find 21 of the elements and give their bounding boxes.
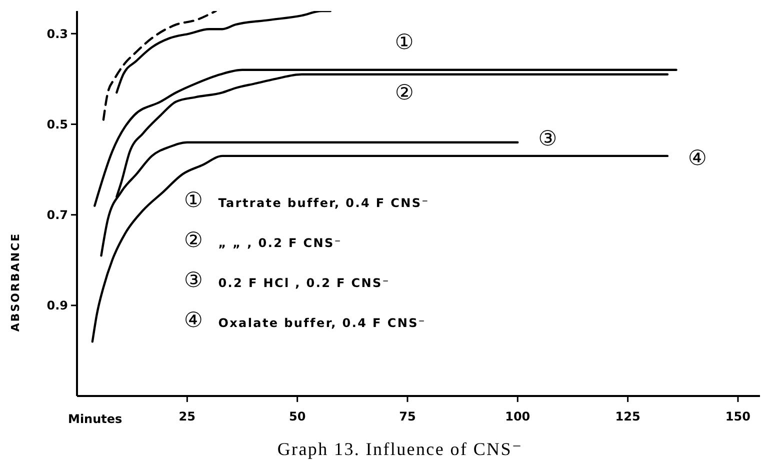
y-tick-label: 0.5 — [46, 117, 68, 132]
annotation: ② „ „ , 0.2 F CNS⁻ — [183, 227, 343, 254]
y-tick-label: 0.9 — [46, 298, 68, 313]
x-tick-label: 50 — [288, 410, 306, 424]
series-label: ③ — [538, 126, 558, 150]
annotation: ① Tartrate buffer, 0.4 F CNS⁻ — [183, 187, 430, 214]
y-tick-label: 0.3 — [46, 26, 68, 41]
y-axis-title: ABSORBANCE — [8, 232, 22, 332]
text: Graph 13. Influence of CNS⁻ — [277, 439, 523, 460]
annotation: ③ 0.2 F HCl , 0.2 F CNS⁻ — [183, 267, 391, 294]
annotation: ④ Oxalate buffer, 0.4 F CNS⁻ — [183, 307, 427, 334]
x-tick-label: 150 — [725, 410, 750, 424]
series-label: ① — [394, 30, 414, 54]
series-label: ④ — [688, 146, 707, 170]
y-tick-label: 0.7 — [46, 208, 68, 222]
x-tick-label: 25 — [178, 410, 196, 424]
x-tick-label: 100 — [505, 410, 530, 424]
x-tick-label: 125 — [615, 410, 640, 424]
x-tick-label: 75 — [399, 410, 416, 424]
series-label: ② — [395, 80, 414, 104]
x-axis-title: Minutes — [68, 412, 122, 426]
